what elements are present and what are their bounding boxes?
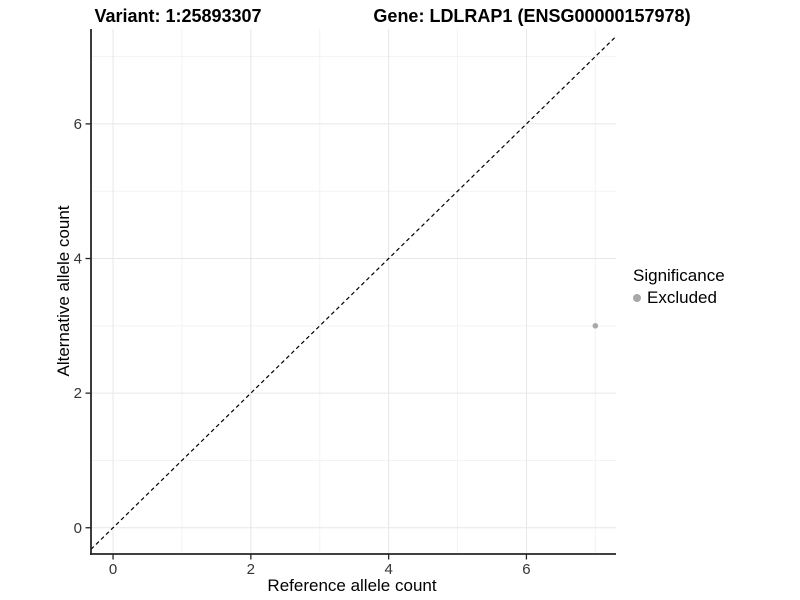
y-tick-label: 0 — [74, 520, 82, 537]
legend: Significance Excluded — [633, 266, 725, 308]
plot-title-variant: Variant: 1:25893307 — [94, 6, 262, 26]
x-tick-label: 2 — [247, 561, 255, 578]
legend-entry-excluded: Excluded — [633, 288, 725, 308]
x-tick-label: 4 — [384, 561, 392, 578]
data-point — [592, 323, 599, 329]
identity-dashed-line — [90, 35, 617, 550]
y-axis-title: Alternative allele count — [54, 205, 73, 377]
legend-title: Significance — [633, 266, 725, 285]
y-tick-label: 2 — [74, 385, 82, 402]
x-tick-label: 6 — [522, 561, 530, 578]
y-tick-label: 4 — [74, 251, 82, 268]
legend-point-icon — [633, 294, 641, 302]
x-tick-label: 0 — [109, 561, 117, 578]
legend-entry-label: Excluded — [647, 288, 717, 307]
plot-title-gene: Gene: LDLRAP1 (ENSG00000157978) — [373, 6, 691, 26]
y-tick-label: 6 — [74, 116, 82, 133]
x-axis-title: Reference allele count — [267, 576, 437, 595]
